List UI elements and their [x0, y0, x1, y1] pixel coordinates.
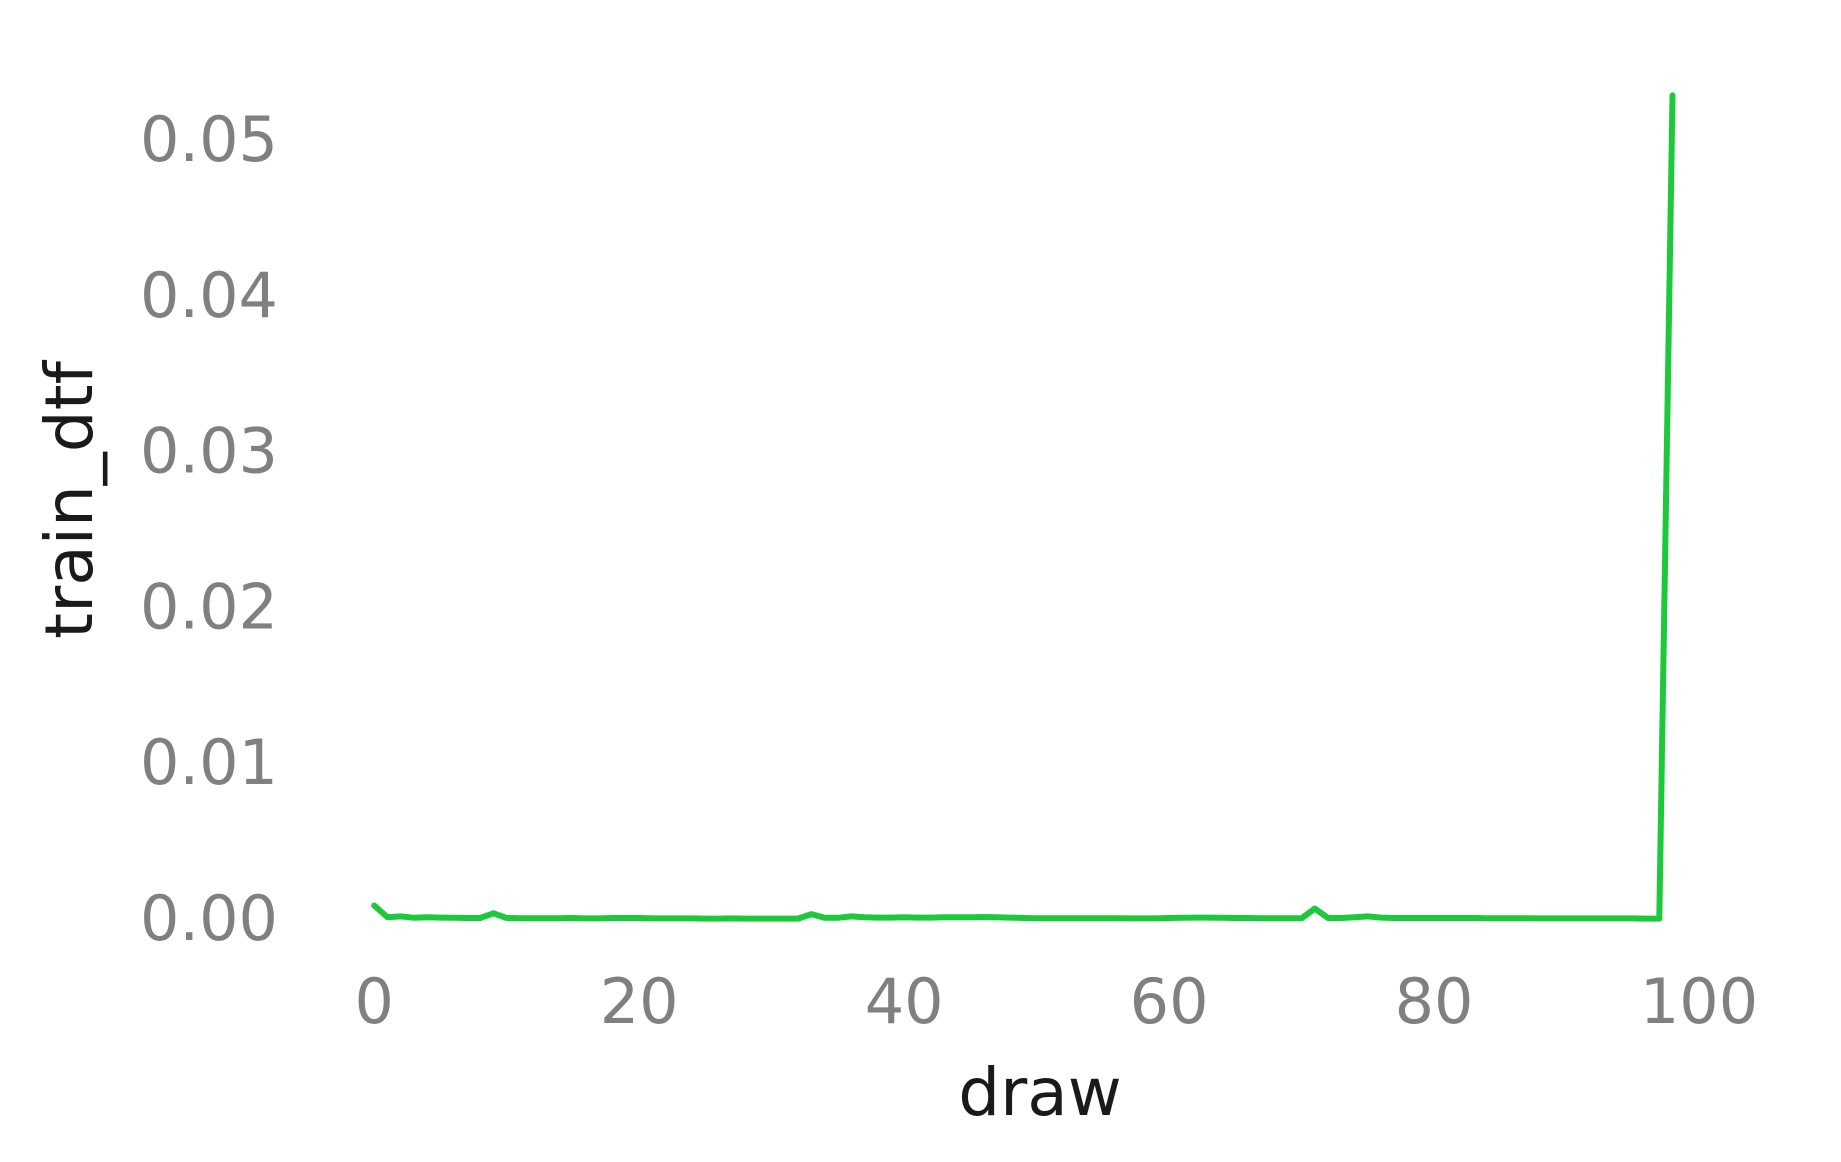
y-tick-label: 0.03 — [140, 415, 278, 488]
x-tick-label: 20 — [600, 965, 679, 1038]
y-tick-label: 0.00 — [140, 882, 278, 955]
y-tick-label: 0.05 — [140, 103, 278, 176]
x-tick-label: 40 — [865, 965, 944, 1038]
y-tick-label: 0.04 — [140, 259, 278, 332]
x-tick-label: 100 — [1640, 965, 1758, 1038]
x-axis-label: draw — [958, 1054, 1121, 1131]
plot-area — [371, 92, 1676, 922]
y-axis-ticks: 0.00 0.01 0.02 0.03 0.04 0.05 — [140, 103, 278, 955]
x-tick-label: 60 — [1130, 965, 1209, 1038]
series-line-0 — [371, 92, 1676, 922]
x-axis-ticks: 0 20 40 60 80 100 — [355, 965, 1759, 1038]
x-tick-label: 80 — [1395, 965, 1474, 1038]
y-axis-label: train_dtf — [31, 359, 108, 638]
y-tick-label: 0.02 — [140, 570, 278, 643]
y-tick-label: 0.01 — [140, 726, 278, 799]
x-tick-label: 0 — [355, 965, 394, 1038]
